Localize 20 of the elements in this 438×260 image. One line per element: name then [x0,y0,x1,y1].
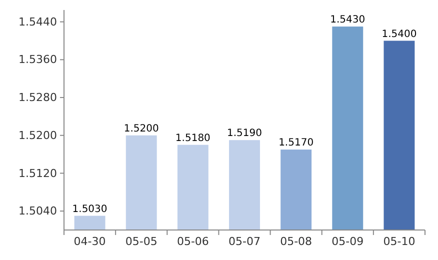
y-tick-label: 1.5280 [18,91,57,104]
y-tick-label: 1.5200 [18,128,57,142]
data-label: 1.5400 [382,28,417,40]
data-label: 1.5190 [227,128,262,140]
data-label: 1.5200 [124,123,159,134]
x-tick-label: 05-09 [332,235,364,248]
data-label: 1.5430 [330,14,366,26]
y-tick-label: 1.5120 [18,166,57,180]
x-tick-label: 05-06 [176,235,209,248]
y-tick-label: 1.5360 [18,53,57,66]
data-label: 1.5180 [175,132,210,144]
x-tick-label: 05-10 [383,235,416,248]
y-tick-label: 1.5440 [18,15,57,28]
y-tick-label: 1.5040 [18,204,57,218]
data-label: 1.5170 [278,138,314,149]
x-tick-label: 05-07 [228,235,260,248]
x-tick-label: 05-08 [280,235,312,248]
x-tick-label: 05-05 [125,235,158,248]
x-tick-label: 04-30 [74,235,106,248]
data-label: 1.5030 [72,204,108,215]
